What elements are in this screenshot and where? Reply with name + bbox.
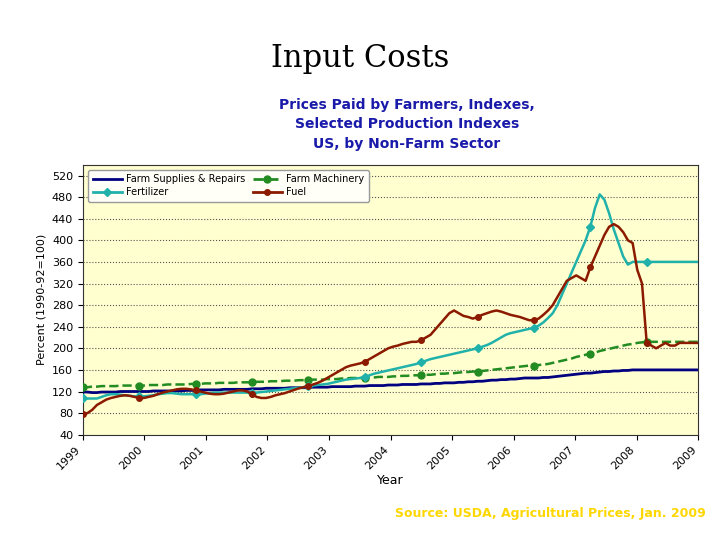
Y-axis label: Percent (1990-92=100): Percent (1990-92=100) [36, 234, 46, 366]
X-axis label: Year: Year [377, 474, 404, 487]
Text: Input Costs: Input Costs [271, 43, 449, 73]
Text: Source: USDA, Agricultural Prices, Jan. 2009: Source: USDA, Agricultural Prices, Jan. … [395, 507, 706, 519]
Legend: Farm Supplies & Repairs, Fertilizer, Farm Machinery, Fuel: Farm Supplies & Repairs, Fertilizer, Far… [88, 170, 369, 202]
Text: Prices Paid by Farmers, Indexes,
Selected Production Indexes
US, by Non-Farm Sec: Prices Paid by Farmers, Indexes, Selecte… [279, 98, 535, 151]
Text: IOWA STATE UNIVERSITY: IOWA STATE UNIVERSITY [14, 492, 260, 510]
Text: Department of Economics: Department of Economics [14, 523, 150, 533]
